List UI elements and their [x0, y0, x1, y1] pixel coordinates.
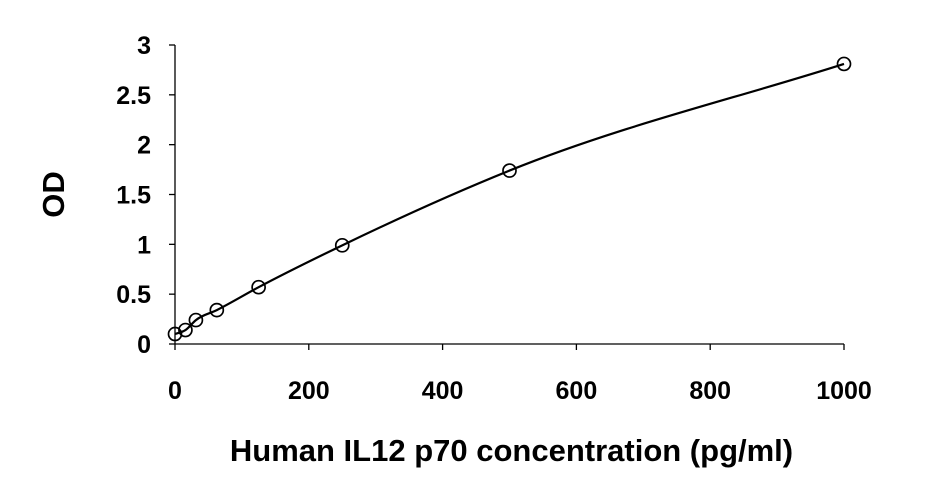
- y-tick-label: 0.5: [116, 281, 151, 309]
- y-ticks: 0 0.5 1 1.5 2 2.5 3: [116, 32, 175, 359]
- y-tick-label: 3: [137, 32, 151, 60]
- y-axis-title: OD: [36, 171, 71, 218]
- x-tick-label: 1000: [816, 377, 872, 405]
- x-tick-label: 600: [556, 377, 598, 405]
- data-point: [502, 163, 517, 178]
- x-axis: 0 200 400 600 800 1000: [168, 343, 872, 405]
- x-axis-title: Human IL12 p70 concentration (pg/ml): [230, 433, 793, 468]
- y-axis: 0 0.5 1 1.5 2 2.5 3: [116, 32, 176, 359]
- data-point: [167, 326, 183, 342]
- x-tick-label: 0: [168, 377, 182, 405]
- y-tick-label: 2.5: [116, 82, 151, 110]
- y-tick-label: 1.5: [116, 182, 151, 210]
- data-point: [836, 56, 852, 72]
- x-ticks: 0 200 400 600 800 1000: [168, 344, 872, 405]
- data-point: [188, 312, 204, 328]
- data-point: [209, 302, 225, 318]
- x-tick-label: 800: [689, 377, 731, 405]
- y-tick-label: 2: [137, 132, 151, 160]
- data-point: [178, 322, 193, 338]
- y-tick-label: 0: [137, 331, 151, 359]
- data-point: [334, 237, 350, 253]
- data-points: [167, 56, 852, 342]
- x-tick-label: 200: [288, 377, 330, 405]
- fit-curve: [174, 62, 845, 336]
- x-tick-label: 400: [422, 377, 464, 405]
- y-tick-label: 1: [137, 231, 151, 259]
- data-point: [251, 279, 266, 295]
